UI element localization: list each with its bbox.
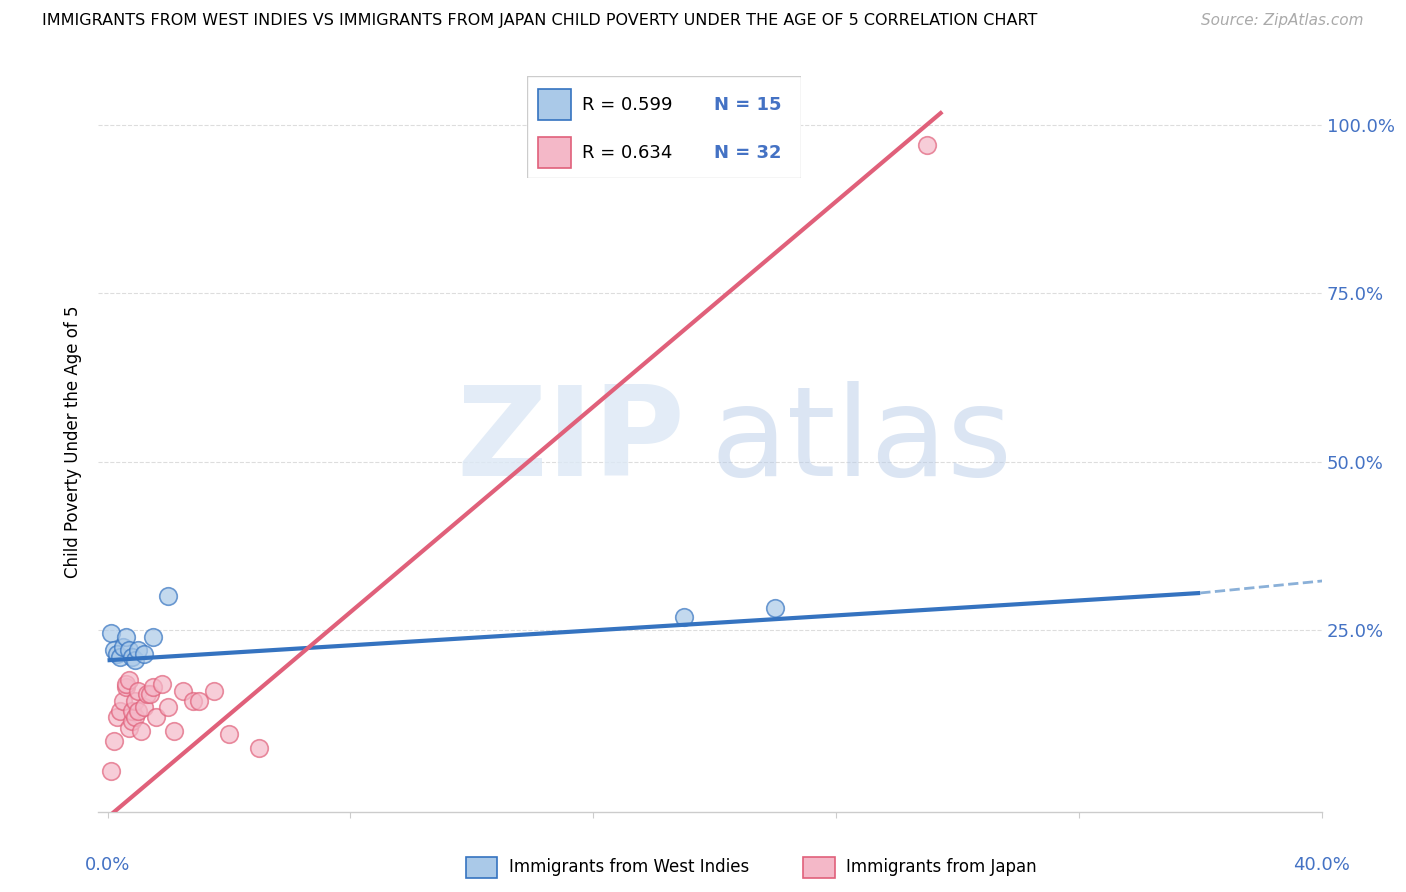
Point	[129, 723, 152, 738]
Text: Immigrants from West Indies: Immigrants from West Indies	[509, 858, 749, 876]
Text: Source: ZipAtlas.com: Source: ZipAtlas.com	[1201, 13, 1364, 29]
Point	[111, 640, 134, 654]
Point	[163, 723, 186, 738]
Point	[100, 764, 122, 779]
Point	[105, 710, 128, 724]
FancyBboxPatch shape	[527, 76, 801, 178]
Point	[218, 727, 240, 741]
Point	[142, 630, 165, 644]
Text: atlas: atlas	[710, 381, 1012, 502]
Point	[142, 680, 165, 694]
Text: 40.0%: 40.0%	[1294, 856, 1350, 874]
Point	[121, 714, 143, 728]
Point	[114, 680, 136, 694]
Point	[108, 704, 131, 718]
Point	[139, 687, 162, 701]
Point	[157, 700, 180, 714]
Point	[763, 601, 786, 615]
Point	[100, 626, 122, 640]
Point	[136, 687, 159, 701]
Point	[132, 700, 155, 714]
Text: ZIP: ZIP	[457, 381, 686, 502]
Text: Immigrants from Japan: Immigrants from Japan	[846, 858, 1038, 876]
Point	[108, 649, 131, 664]
Point	[118, 643, 141, 657]
Point	[703, 138, 725, 153]
Point	[124, 653, 146, 667]
Point	[157, 590, 180, 604]
Point	[124, 694, 146, 708]
Point	[132, 647, 155, 661]
Point	[150, 677, 173, 691]
Point	[673, 609, 696, 624]
Point	[187, 694, 209, 708]
Point	[114, 630, 136, 644]
FancyBboxPatch shape	[465, 857, 498, 878]
Point	[145, 710, 167, 724]
Point	[111, 694, 134, 708]
Point	[247, 740, 270, 755]
Text: R = 0.599: R = 0.599	[582, 95, 672, 113]
FancyBboxPatch shape	[538, 137, 571, 168]
FancyBboxPatch shape	[538, 89, 571, 120]
Point	[114, 677, 136, 691]
Text: N = 32: N = 32	[714, 144, 782, 161]
Text: R = 0.634: R = 0.634	[582, 144, 672, 161]
Point	[124, 710, 146, 724]
Text: 0.0%: 0.0%	[84, 856, 131, 874]
Point	[103, 734, 125, 748]
Point	[915, 138, 938, 153]
Point	[181, 694, 204, 708]
Point	[118, 673, 141, 688]
Text: N = 15: N = 15	[714, 95, 782, 113]
Point	[121, 649, 143, 664]
Point	[202, 683, 225, 698]
Point	[127, 683, 149, 698]
Point	[103, 643, 125, 657]
FancyBboxPatch shape	[803, 857, 835, 878]
Point	[105, 647, 128, 661]
Point	[127, 704, 149, 718]
Text: IMMIGRANTS FROM WEST INDIES VS IMMIGRANTS FROM JAPAN CHILD POVERTY UNDER THE AGE: IMMIGRANTS FROM WEST INDIES VS IMMIGRANT…	[42, 13, 1038, 29]
Point	[127, 643, 149, 657]
Point	[121, 704, 143, 718]
Point	[172, 683, 194, 698]
Point	[118, 721, 141, 735]
Y-axis label: Child Poverty Under the Age of 5: Child Poverty Under the Age of 5	[65, 305, 83, 578]
